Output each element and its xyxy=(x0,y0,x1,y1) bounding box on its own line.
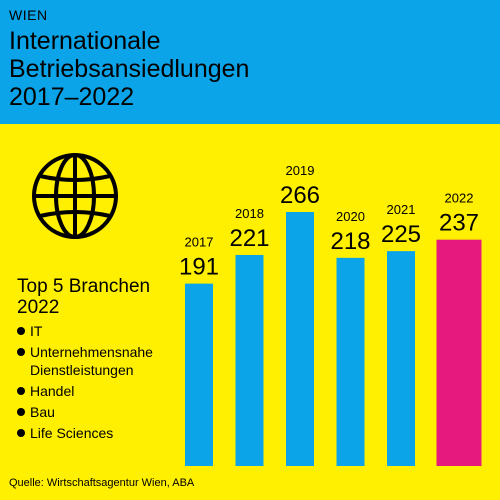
category-label-2020: 2020 xyxy=(336,209,365,224)
category-label-2017: 2017 xyxy=(185,235,214,250)
kicker-label: WIEN xyxy=(9,7,48,23)
value-label-2018: 221 xyxy=(229,225,269,252)
bar-2019 xyxy=(286,212,314,466)
branchen-list: IT Unternehmensnahe Dienstleistungen Han… xyxy=(17,322,220,442)
branchen-title: Top 5 Branchen 2022 xyxy=(17,276,151,318)
top-branchen-panel: Top 5 Branchen 2022 IT Unternehmensnahe … xyxy=(17,276,220,445)
bar-2022 xyxy=(436,239,482,466)
value-label-2017: 191 xyxy=(179,254,219,281)
list-item: Bau xyxy=(17,403,220,421)
category-label-2019: 2019 xyxy=(286,163,315,178)
bar-2017 xyxy=(185,283,213,466)
value-label-2019: 266 xyxy=(280,182,320,209)
globe-icon xyxy=(32,153,118,239)
page-title: Internationale Betriebsansiedlungen 2017… xyxy=(9,27,250,111)
list-item: Unternehmensnahe Dienstleistungen xyxy=(17,343,220,379)
bar-2020 xyxy=(336,257,365,466)
list-item: Life Sciences xyxy=(17,424,220,442)
header-banner: WIEN Internationale Betriebsansiedlungen… xyxy=(0,0,500,124)
list-item: Handel xyxy=(17,382,220,400)
category-label-2022: 2022 xyxy=(445,191,474,206)
value-label-2021: 225 xyxy=(381,221,421,248)
bar-2018 xyxy=(235,254,264,466)
source-note: Quelle: Wirtschaftsagentur Wien, ABA xyxy=(9,477,195,489)
value-label-2020: 218 xyxy=(330,228,370,255)
value-label-2022: 237 xyxy=(439,210,479,237)
category-label-2021: 2021 xyxy=(387,202,416,217)
bar-2021 xyxy=(387,251,415,466)
list-item: IT xyxy=(17,322,220,340)
category-label-2018: 2018 xyxy=(235,206,264,221)
